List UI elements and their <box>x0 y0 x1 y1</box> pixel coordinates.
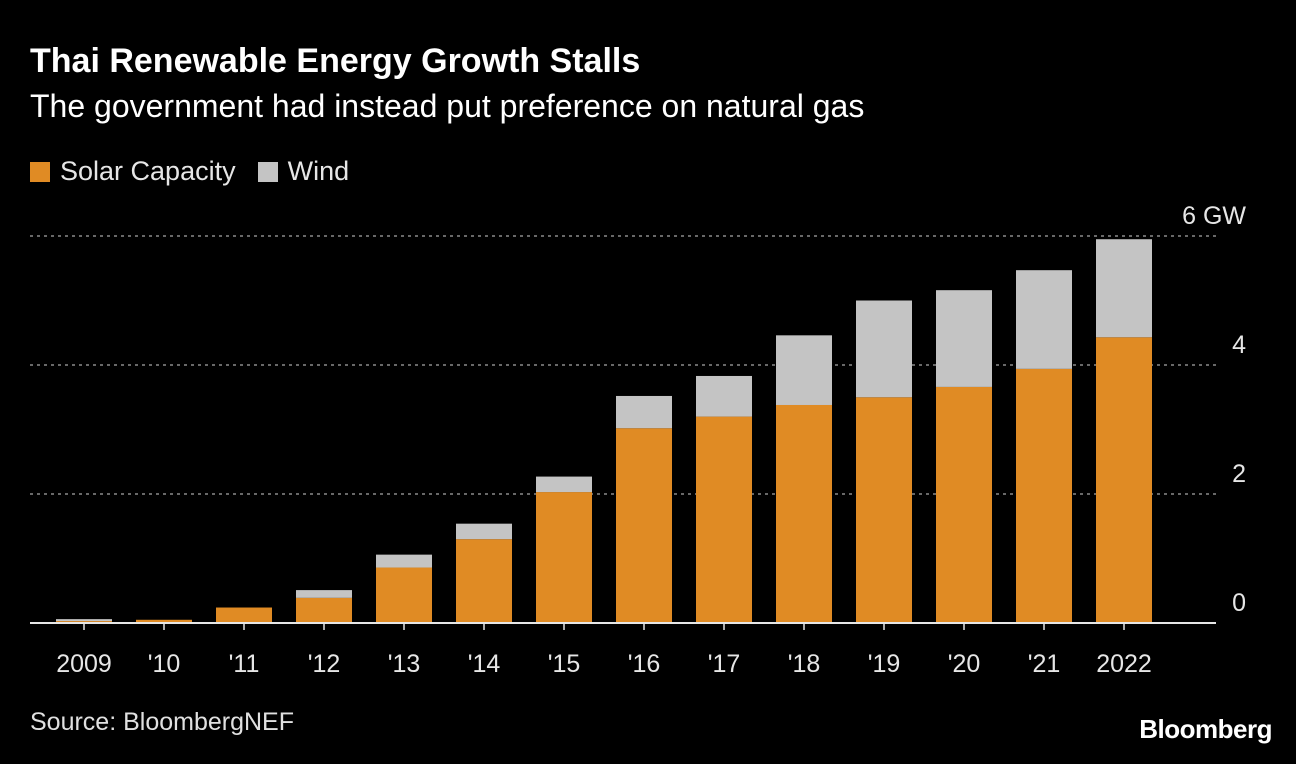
legend: Solar Capacity Wind <box>30 156 371 187</box>
x-tick-label: 2009 <box>56 650 112 678</box>
y-tick-label: 6 GW <box>1182 202 1246 230</box>
bar-wind <box>1096 239 1152 338</box>
legend-swatch-solar <box>30 161 50 182</box>
bar-solar <box>136 619 192 623</box>
x-tick-label: '13 <box>388 650 421 678</box>
bar-solar <box>296 597 352 623</box>
bloomberg-logo: Bloomberg <box>1139 714 1272 744</box>
bar-solar <box>776 404 832 623</box>
x-tick-label: '20 <box>948 650 981 678</box>
chart-title: Thai Renewable Energy Growth Stalls <box>30 42 641 80</box>
legend-item-wind: Wind <box>257 156 350 187</box>
x-tick-label: '21 <box>1028 650 1061 678</box>
bar-solar <box>856 397 912 623</box>
bar-wind <box>616 395 672 429</box>
legend-label-wind: Wind <box>287 156 350 186</box>
x-tick-label: 2022 <box>1096 650 1152 678</box>
x-tick-label: '17 <box>708 650 741 678</box>
bar-wind <box>1016 270 1072 369</box>
bar-wind <box>56 619 112 622</box>
bar-wind <box>936 290 992 387</box>
bar-wind <box>776 335 832 405</box>
bar-wind <box>296 590 352 598</box>
legend-item-solar: Solar Capacity <box>30 156 236 187</box>
bar-wind <box>696 375 752 417</box>
legend-label-solar: Solar Capacity <box>60 156 236 186</box>
chart-subtitle: The government had instead put preferenc… <box>30 88 865 124</box>
bar-wind <box>376 554 432 568</box>
x-tick-label: '10 <box>148 650 181 678</box>
x-tick-label: '15 <box>548 650 581 678</box>
source-note: Source: BloombergNEF <box>30 708 295 736</box>
x-tick-label: '19 <box>868 650 901 678</box>
x-tick-label: '11 <box>229 650 260 678</box>
bar-wind <box>456 523 512 540</box>
bar-solar <box>376 567 432 623</box>
x-tick-label: '14 <box>468 650 501 678</box>
bar-solar <box>456 539 512 623</box>
bar-solar <box>1096 337 1152 623</box>
bar-wind <box>856 300 912 398</box>
bar-solar <box>1016 368 1072 623</box>
x-tick-label: '18 <box>788 650 821 678</box>
bar-solar <box>536 492 592 623</box>
y-tick-label: 4 <box>1232 331 1246 359</box>
bar-solar <box>616 428 672 623</box>
legend-swatch-wind <box>257 161 278 182</box>
bar-solar <box>936 386 992 623</box>
bar-solar <box>696 416 752 623</box>
bar-solar <box>216 607 272 623</box>
x-tick-label: '12 <box>308 650 341 678</box>
y-tick-label: 0 <box>1232 589 1246 617</box>
y-tick-label: 2 <box>1232 460 1246 488</box>
bar-wind <box>536 476 592 493</box>
x-tick-label: '16 <box>628 650 661 678</box>
